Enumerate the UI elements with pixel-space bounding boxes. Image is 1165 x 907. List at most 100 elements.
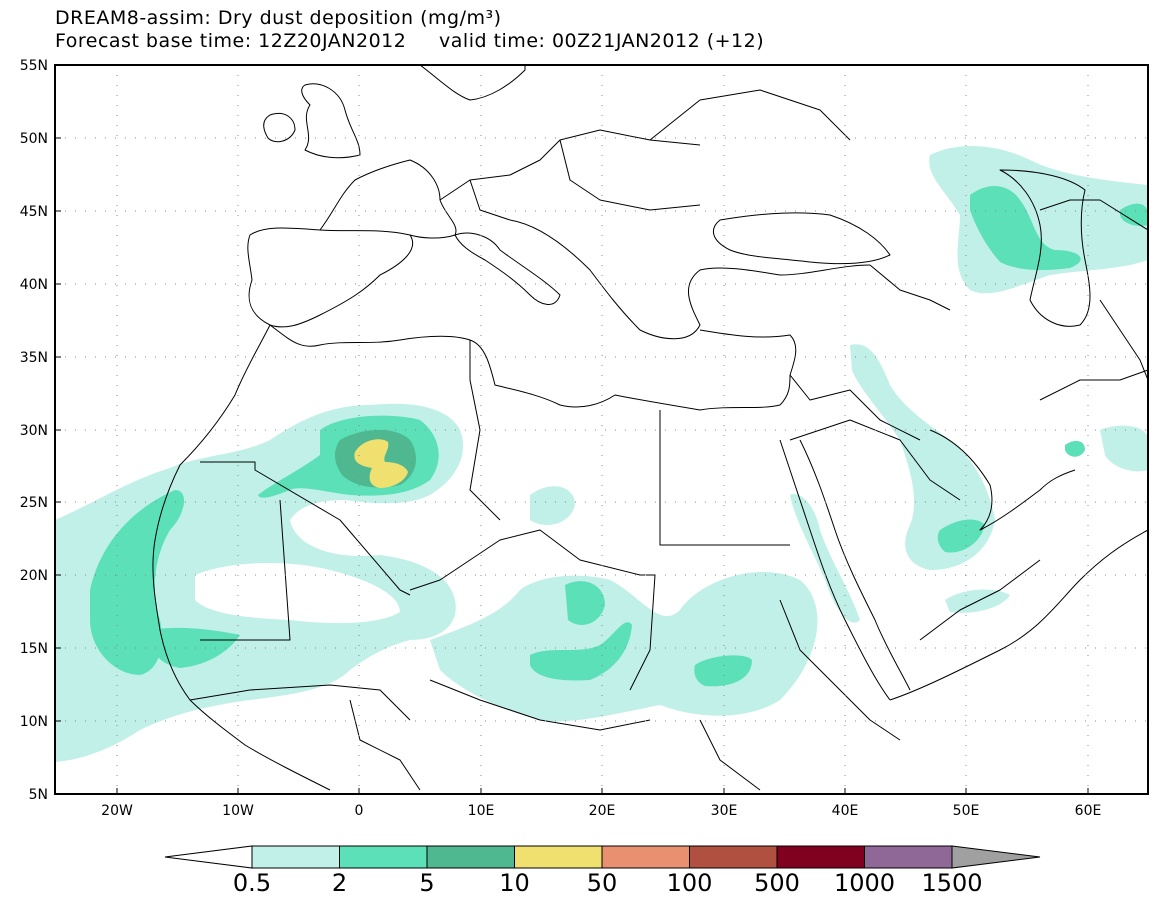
lat-label: 15N	[20, 641, 48, 657]
dust-caspian-medium	[970, 185, 1081, 270]
chart-subtitle: Forecast base time: 12Z20JAN2012 valid t…	[55, 30, 765, 52]
coastline-france	[319, 159, 457, 239]
graticule	[55, 65, 1148, 794]
coastline-italy	[454, 232, 561, 305]
colorbar	[164, 845, 1041, 869]
lat-label: 30N	[20, 423, 48, 439]
border-niger-chad	[409, 529, 655, 591]
lon-label: 0	[355, 803, 364, 819]
coastline-north-africa	[269, 324, 791, 411]
coastline-balkans	[509, 219, 871, 340]
colorbar-label: 100	[666, 869, 713, 897]
lat-label: 55N	[20, 58, 48, 74]
colorbar-swatch	[776, 845, 865, 869]
lat-label: 35N	[20, 350, 48, 366]
colorbar-label: 50	[586, 869, 618, 897]
border-sahara-1	[200, 461, 411, 596]
lat-label: 25N	[20, 495, 48, 511]
dust-red-sea-strip	[790, 494, 860, 623]
lon-label: 10E	[468, 803, 495, 819]
dust-gulf-small	[1065, 440, 1085, 457]
border-europe-4	[649, 89, 851, 141]
dust-chad-medium	[565, 581, 605, 625]
lat-label: 20N	[20, 568, 48, 584]
border-turkey-east	[869, 264, 951, 311]
coastlines-borders	[152, 65, 1148, 791]
coastline-west-africa	[152, 324, 331, 791]
border-afghanistan	[1099, 299, 1148, 381]
colorbar-low-arrow	[164, 845, 253, 869]
border-libya-egypt	[659, 410, 790, 546]
border-algeria-libya	[469, 340, 501, 521]
border-iraq	[789, 374, 921, 441]
coastline-red-sea-east	[799, 439, 911, 691]
lat-label: 40N	[20, 277, 48, 293]
colorbar-swatch	[864, 845, 953, 869]
lat-label: 45N	[20, 204, 48, 220]
colorbar-label: 5	[419, 869, 435, 897]
colorbar-label: 500	[754, 869, 800, 897]
coastline-scandinavia	[419, 65, 526, 101]
border-yemen	[919, 559, 1041, 641]
colorbar-swatch	[601, 845, 690, 869]
colorbar-swatch	[689, 845, 778, 869]
colorbar-label: 1000	[833, 869, 896, 897]
lon-label: 60E	[1075, 803, 1102, 819]
colorbar-swatch	[339, 845, 428, 869]
border-sahara-2	[200, 499, 291, 641]
coastline-uk	[301, 83, 361, 159]
colorbar-high-arrow	[951, 845, 1041, 869]
colorbar-label: 10	[499, 869, 530, 897]
dust-gaps	[195, 563, 477, 624]
colorbar-swatch	[251, 845, 340, 869]
colorbar-label: 1500	[921, 869, 983, 897]
border-central-africa	[429, 679, 651, 731]
border-west-africa-inner	[189, 684, 411, 721]
dust-south-sudan-medium	[694, 655, 752, 687]
coastline-ireland	[263, 113, 296, 143]
dust-sudan-medium	[530, 622, 632, 681]
gap-mauritania	[195, 563, 400, 624]
border-iran-east	[1039, 369, 1148, 401]
border-east-africa-1	[779, 599, 901, 741]
coastline-iberia	[247, 227, 414, 328]
lon-label: 30E	[711, 803, 738, 819]
lon-label: 20W	[101, 803, 133, 819]
gap-niger	[455, 567, 477, 615]
dust-algeria-core	[354, 439, 408, 488]
coastline-turkey-south	[699, 329, 797, 376]
border-caspian-east	[1039, 199, 1148, 231]
colorbar-swatch	[514, 845, 603, 869]
lat-label: 5N	[29, 787, 48, 803]
colorbar-label: 0.5	[232, 869, 272, 897]
border-east-africa-2	[699, 719, 761, 791]
dust-layer-10	[354, 439, 408, 488]
colorbar-swatch	[426, 845, 515, 869]
dust-east-caspian-medium	[1120, 203, 1148, 226]
coastline-arabia-south	[889, 529, 1148, 701]
chart-title: DREAM8-assim: Dry dust deposition (mg/m³…	[55, 7, 502, 29]
dust-fields	[55, 145, 1148, 762]
lon-label: 40E	[832, 803, 859, 819]
border-sudan-chad	[629, 574, 656, 691]
border-europe-2	[469, 179, 511, 221]
border-europe-3	[559, 139, 701, 211]
coastline-black-sea	[712, 212, 891, 265]
dust-libya-patch	[530, 486, 575, 525]
lon-label: 20E	[589, 803, 616, 819]
dust-gulf-medium	[937, 519, 985, 553]
lat-labels: 55N 50N 45N 40N 35N 30N 25N 20N 15N 10N …	[20, 58, 48, 803]
colorbar-label: 2	[331, 869, 348, 897]
coastline-persian-gulf	[929, 429, 1076, 531]
dust-arabia-east-patch	[1100, 425, 1148, 472]
border-europe-1	[439, 129, 701, 201]
border-saudi	[789, 419, 961, 501]
lon-labels: 20W 10W 0 10E 20E 30E 40E 50E 60E	[101, 803, 1101, 819]
border-nigeria	[349, 699, 421, 791]
ticks	[55, 64, 1089, 794]
lon-label: 50E	[953, 803, 980, 819]
coastline-caspian	[999, 169, 1091, 327]
lat-label: 10N	[20, 714, 48, 730]
dust-gulf-band	[850, 344, 995, 570]
